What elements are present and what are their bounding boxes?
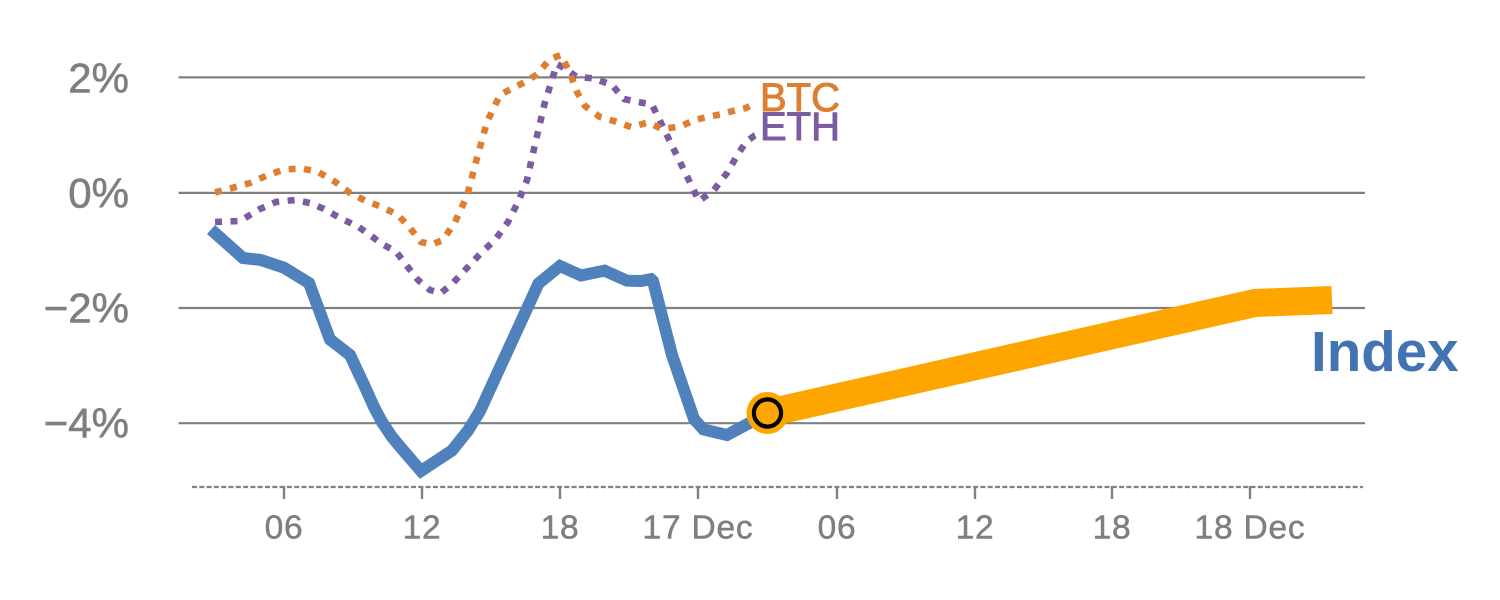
svg-text:ETH: ETH xyxy=(760,105,840,149)
svg-text:06: 06 xyxy=(818,510,857,547)
svg-text:18: 18 xyxy=(1093,510,1132,547)
svg-text:2%: 2% xyxy=(68,55,129,102)
svg-text:0%: 0% xyxy=(68,170,129,217)
svg-text:12: 12 xyxy=(956,510,995,547)
svg-text:18: 18 xyxy=(541,510,580,547)
svg-text:17 Dec: 17 Dec xyxy=(643,510,754,547)
svg-text:−4%: −4% xyxy=(44,400,129,447)
svg-text:−2%: −2% xyxy=(44,285,129,332)
svg-text:18 Dec: 18 Dec xyxy=(1195,510,1306,547)
svg-text:06: 06 xyxy=(265,510,304,547)
svg-text:12: 12 xyxy=(403,510,442,547)
svg-text:BTC: BTC xyxy=(760,76,840,120)
svg-text:Index: Index xyxy=(1311,320,1459,383)
